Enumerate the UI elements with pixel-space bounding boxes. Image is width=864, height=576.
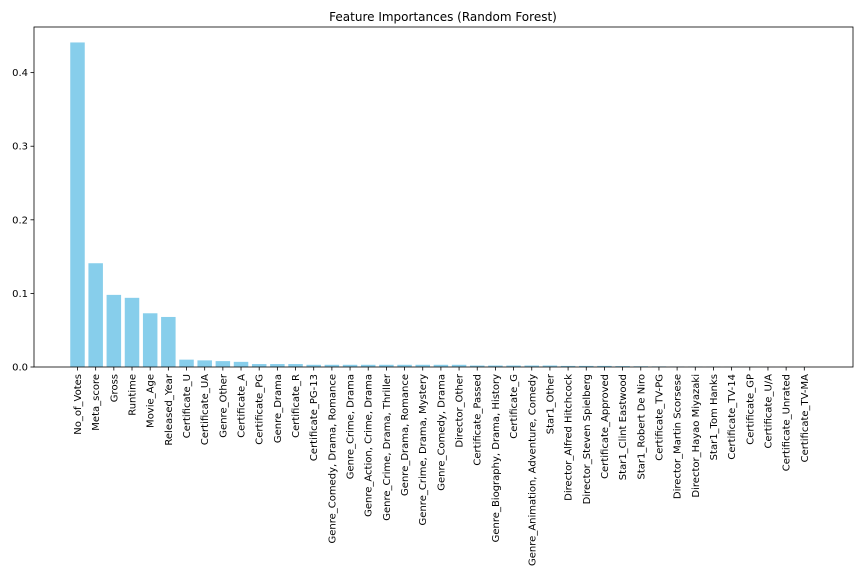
x-tick-label-21: Director_Other: [455, 373, 466, 447]
x-tick-label-31: Star1_Robert De Niro: [636, 374, 647, 480]
chart-title: Feature Importances (Random Forest): [329, 10, 557, 24]
x-tick-label-30: Star1_Clint Eastwood: [618, 374, 629, 480]
bar-15: [342, 364, 358, 367]
bar-26: [542, 365, 558, 367]
x-tick-label-25: Genre_Animation, Adventure, Comedy: [527, 374, 538, 566]
bar-14: [324, 364, 340, 367]
x-tick-label-5: Released_Year: [164, 373, 175, 445]
bar-0: [70, 42, 85, 368]
y-tick-label-3: 0.3: [12, 142, 28, 153]
bar-10: [251, 364, 267, 367]
x-tick-label-12: Certificate_R: [291, 374, 302, 438]
bar-23: [488, 365, 503, 367]
bar-24: [506, 365, 521, 367]
bar-20: [433, 364, 449, 367]
bar-2: [106, 294, 122, 367]
x-tick-label-28: Director_Steven Spielberg: [582, 374, 593, 504]
x-tick-label-8: Genre_Other: [218, 373, 229, 438]
y-tick-label-4: 0.4: [12, 68, 28, 79]
bar-6: [179, 359, 194, 367]
bar-1: [88, 263, 103, 367]
x-tick-label-32: Certificate_TV-PG: [654, 374, 665, 461]
bar-11: [270, 364, 285, 367]
bar-16: [360, 364, 376, 367]
x-tick-label-1: Meta_score: [91, 374, 102, 431]
bar-29: [597, 365, 612, 367]
y-tick-label-0: 0.0: [12, 363, 28, 374]
x-tick-label-2: Gross: [109, 374, 120, 402]
bar-18: [397, 364, 412, 367]
y-axis: 0.0 0.1 0.2 0.3 0.4: [12, 68, 34, 374]
bar-25: [524, 365, 539, 367]
x-tick-label-23: Genre_Biography, Drama, History: [491, 374, 502, 542]
x-tick-label-15: Genre_Crime, Drama: [346, 374, 357, 479]
plot-frame: [33, 26, 854, 368]
bar-27: [560, 365, 576, 367]
x-tick-label-7: Certificate_UA: [200, 374, 211, 445]
x-tick-label-22: Certificate_Passed: [473, 374, 484, 466]
x-tick-label-20: Genre_Comedy, Drama: [436, 374, 447, 491]
x-tick-label-33: Director_Martin Scorsese: [673, 374, 684, 499]
x-tick-label-26: Star1_Other: [545, 373, 556, 434]
x-tick-label-6: Certificate_U: [182, 374, 193, 438]
x-tick-label-29: Certificate_Approved: [600, 374, 611, 479]
bar-30: [615, 366, 630, 367]
bar-13: [306, 364, 321, 367]
bar-8: [215, 361, 231, 367]
y-tick-label-1: 0.1: [12, 289, 28, 300]
x-tick-label-36: Certificate_TV-14: [727, 374, 738, 460]
x-tick-label-10: Certificate_PG: [255, 374, 266, 445]
x-tick-label-13: Certificate_PG-13: [309, 374, 320, 461]
x-tick-label-18: Genre_Drama, Romance: [400, 374, 411, 496]
x-tick-label-0: No_of_Votes: [73, 374, 84, 435]
x-axis: No_of_Votes Meta_score Gross Runtime Movie_A…: [73, 367, 811, 566]
bar-3: [124, 297, 140, 367]
y-tick-label-2: 0.2: [12, 215, 28, 226]
x-tick-label-35: Star1_Tom Hanks: [709, 374, 720, 460]
x-tick-label-14: Genre_Comedy, Drama, Romance: [327, 374, 338, 544]
x-tick-label-17: Genre_Crime, Drama, Thriller: [382, 373, 393, 521]
bar-22: [469, 365, 485, 367]
x-tick-label-27: Director_Alfred Hitchcock: [564, 374, 575, 501]
bar-21: [451, 364, 467, 367]
x-tick-label-38: Certificate_U/A: [763, 374, 774, 449]
bars-group: [70, 42, 812, 368]
bar-12: [288, 364, 303, 367]
bar-7: [197, 360, 212, 367]
bar-4: [142, 313, 158, 367]
bar-28: [579, 365, 594, 367]
x-tick-label-24: Certificate_G: [509, 374, 520, 439]
x-tick-label-9: Certificate_A: [237, 374, 248, 438]
x-tick-label-19: Genre_Crime, Drama, Mystery: [418, 374, 429, 526]
x-tick-label-16: Genre_Action, Crime, Drama: [364, 374, 375, 517]
x-tick-label-3: Runtime: [128, 374, 139, 416]
x-tick-label-39: Certificate_Unrated: [782, 374, 793, 471]
x-tick-label-11: Genre_Drama: [273, 374, 284, 443]
x-tick-label-40: Certificate_TV-MA: [800, 374, 811, 463]
x-tick-label-4: Movie_Age: [146, 374, 157, 428]
bar-5: [161, 316, 176, 367]
x-tick-label-34: Director_Hayao Miyazaki: [691, 374, 702, 498]
bar-9: [233, 361, 249, 367]
x-tick-label-37: Certificate_GP: [745, 374, 756, 445]
bar-17: [379, 364, 394, 367]
bar-19: [415, 364, 430, 367]
